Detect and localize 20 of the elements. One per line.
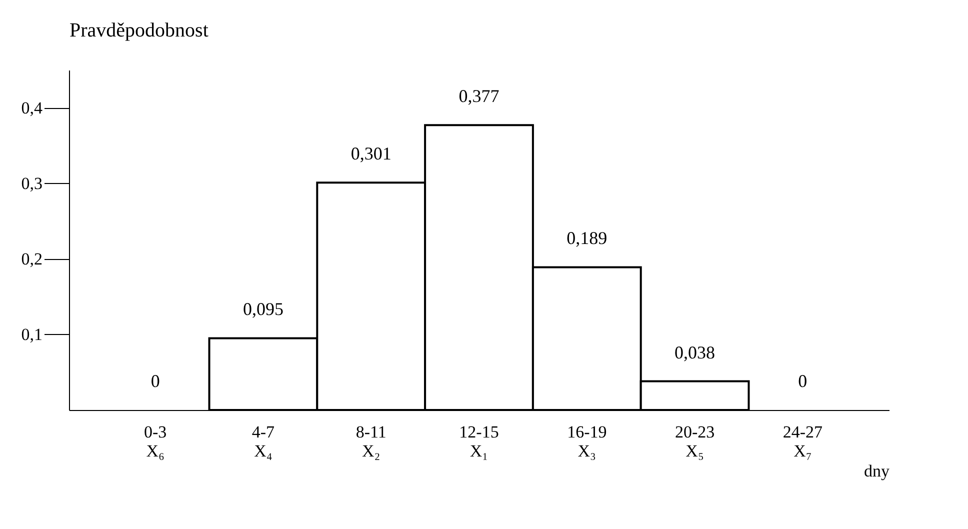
data-label: 0,095 — [242, 299, 284, 320]
x-tick-label: 24-27 X₇ — [782, 422, 824, 460]
y-tick-label: 0,2 — [21, 249, 42, 268]
y-tick-label: 0,3 — [21, 174, 42, 193]
data-label: 0,301 — [350, 144, 392, 164]
data-label: 0,038 — [674, 342, 716, 362]
x-tick-label: 8-11 X₂ — [356, 422, 386, 460]
x-tick-label: 4-7 X₄ — [252, 422, 276, 460]
data-label: 0,189 — [566, 228, 608, 248]
y-tick-label: 0,1 — [21, 324, 42, 344]
x-tick-label: 0-3 X₆ — [144, 422, 167, 460]
x-axis-title: dny — [864, 462, 890, 480]
data-label: 0 — [798, 371, 808, 391]
x-tick-label: 20-23 X₅ — [674, 422, 715, 460]
x-tick-label: 16-19 X₃ — [567, 422, 607, 460]
x-tick-label: 12-15 X₁ — [459, 422, 499, 460]
data-label: 0,377 — [458, 86, 500, 106]
y-axis-title: Pravděpodobnost — [70, 20, 209, 42]
y-tick-label: 0,4 — [21, 98, 43, 118]
data-label: 0 — [150, 371, 160, 391]
